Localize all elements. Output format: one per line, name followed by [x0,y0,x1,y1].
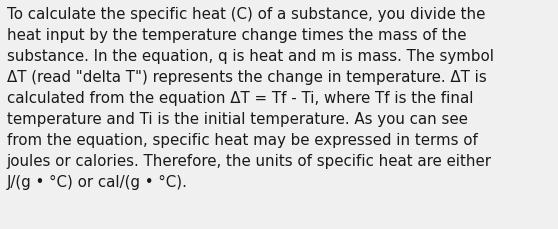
Text: To calculate the specific heat (C) of a substance, you divide the
heat input by : To calculate the specific heat (C) of a … [7,7,494,189]
